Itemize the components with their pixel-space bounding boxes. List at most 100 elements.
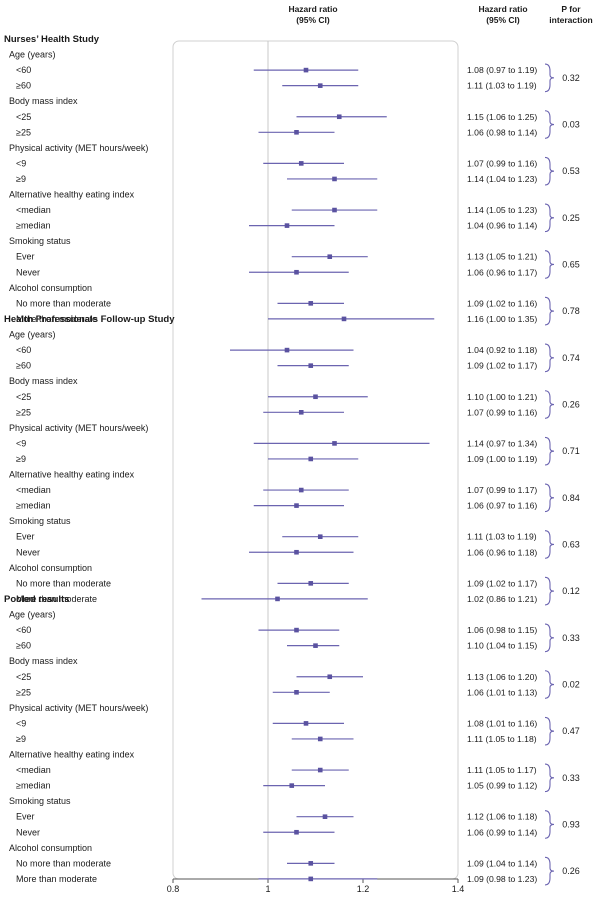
subgroup-label: Alternative healthy eating index: [9, 470, 135, 480]
hr-ci-text: 1.11 (1.03 to 1.19): [467, 81, 537, 91]
hr-ci-text: 1.06 (0.99 to 1.14): [467, 827, 537, 837]
plot-panel: [172, 40, 459, 880]
hr-column-header-line1: Hazard ratio: [478, 4, 527, 14]
hr-point: [303, 721, 309, 726]
hr-ci-text: 1.07 (0.99 to 1.16): [467, 158, 537, 168]
subgroup-label: Age (years): [9, 330, 56, 340]
row-label: <60: [16, 625, 31, 635]
hr-point: [284, 223, 290, 228]
hr-ci-text: 1.13 (1.05 to 1.21): [467, 252, 537, 262]
row-label: ≥60: [16, 81, 31, 91]
subgroup-label: Alternative healthy eating index: [9, 190, 135, 200]
subgroup-label: Physical activity (MET hours/week): [9, 703, 148, 713]
study-heading: Health Professionals Follow-up Study: [4, 314, 175, 325]
p-interaction-value: 0.65: [562, 259, 580, 269]
x-tick-label: 1.2: [357, 884, 370, 894]
hr-ci-text: 1.02 (0.86 to 1.21): [467, 594, 537, 604]
hr-point: [308, 876, 314, 882]
hr-ci-text: 1.07 (0.99 to 1.17): [467, 485, 537, 495]
row-label: Never: [16, 827, 40, 837]
hr-point: [294, 269, 299, 275]
p-interaction-value: 0.32: [562, 73, 580, 83]
hr-ci-text: 1.05 (0.99 to 1.12): [467, 781, 537, 791]
hr-point: [303, 67, 309, 73]
subgroup-label: Body mass index: [9, 96, 78, 106]
row-label: ≥9: [16, 454, 26, 464]
hr-ci-text: 1.06 (0.96 to 1.17): [467, 267, 537, 277]
hr-ci-text: 1.04 (0.96 to 1.14): [467, 221, 537, 231]
row-label: ≥median: [16, 501, 50, 511]
hr-point: [341, 316, 347, 322]
plot-header-line1: Hazard ratio: [288, 4, 337, 14]
hr-point: [284, 347, 290, 353]
hr-ci-text: 1.15 (1.06 to 1.25): [467, 112, 537, 122]
p-interaction-brace: [544, 390, 555, 419]
hr-point: [298, 161, 304, 166]
hr-point: [317, 767, 323, 773]
row-label: <9: [16, 438, 26, 448]
p-interaction-brace: [544, 530, 555, 559]
row-label: <median: [16, 485, 51, 495]
hr-point: [294, 130, 299, 135]
hr-ci-text: 1.06 (0.97 to 1.16): [467, 501, 537, 511]
p-interaction-brace: [544, 250, 555, 279]
p-interaction-brace: [544, 343, 555, 373]
hr-ci-text: 1.09 (1.04 to 1.14): [467, 858, 537, 868]
row-label: More than moderate: [16, 314, 97, 324]
hr-ci-text: 1.14 (1.05 to 1.23): [467, 205, 537, 215]
hr-point: [327, 674, 333, 680]
p-interaction-value: 0.03: [562, 120, 580, 130]
study-heading: Pooled results: [4, 594, 69, 605]
x-tick-label: 1.4: [452, 884, 465, 894]
hr-ci-text: 1.08 (0.97 to 1.19): [467, 65, 537, 75]
p-interaction-value: 0.53: [562, 166, 580, 176]
hr-point: [294, 627, 299, 633]
hr-point: [298, 410, 304, 415]
row-label: No more than moderate: [16, 578, 111, 588]
row-label: <9: [16, 158, 26, 168]
hr-point: [313, 643, 318, 648]
subgroup-label: Physical activity (MET hours/week): [9, 423, 148, 433]
row-label: <60: [16, 345, 31, 355]
row-label: <60: [16, 65, 31, 75]
row-label: <median: [16, 205, 51, 215]
row-label: <25: [16, 392, 31, 402]
subgroup-label: Alcohol consumption: [9, 283, 92, 293]
x-axis-ticks: 0.8 1 1.2 1.4: [167, 879, 465, 894]
row-label: No more than moderate: [16, 298, 111, 308]
p-interaction-value: 0.74: [562, 353, 580, 363]
hr-ci-text: 1.09 (1.02 to 1.17): [467, 361, 537, 371]
subgroup-label: Age (years): [9, 610, 56, 620]
hr-column-header-line2: (95% CI): [486, 15, 520, 25]
p-interaction-value: 0.33: [562, 773, 580, 783]
subgroup-label: Age (years): [9, 50, 56, 60]
p-interaction-value: 0.63: [562, 539, 580, 549]
row-label: More than moderate: [16, 874, 97, 884]
p-interaction-value: 0.84: [562, 493, 580, 503]
hr-ci-text: 1.10 (1.04 to 1.15): [467, 641, 537, 651]
p-column-header-line1: P for: [561, 4, 581, 14]
hr-point: [317, 83, 323, 88]
row-label: Ever: [16, 252, 35, 262]
p-interaction-brace: [544, 670, 555, 699]
x-tick-label: 1: [265, 884, 270, 894]
p-interaction-brace: [544, 436, 555, 466]
subgroup-label: Body mass index: [9, 376, 78, 386]
hr-point: [336, 114, 342, 120]
p-interaction-value: 0.47: [562, 726, 580, 736]
plot-header-line2: (95% CI): [296, 15, 330, 25]
hr-point: [294, 549, 299, 555]
subgroup-label: Smoking status: [9, 516, 71, 526]
row-label: ≥median: [16, 781, 50, 791]
p-interaction-brace: [544, 623, 555, 653]
row-label: ≥25: [16, 407, 31, 417]
hr-point: [317, 736, 323, 742]
hr-ci-text: 1.08 (1.01 to 1.16): [467, 718, 537, 728]
p-interaction-brace: [544, 763, 555, 793]
row-label: ≥60: [16, 641, 31, 651]
row-label: <9: [16, 718, 26, 728]
p-interaction-value: 0.33: [562, 633, 580, 643]
row-label: ≥60: [16, 361, 31, 371]
row-label: Ever: [16, 812, 35, 822]
